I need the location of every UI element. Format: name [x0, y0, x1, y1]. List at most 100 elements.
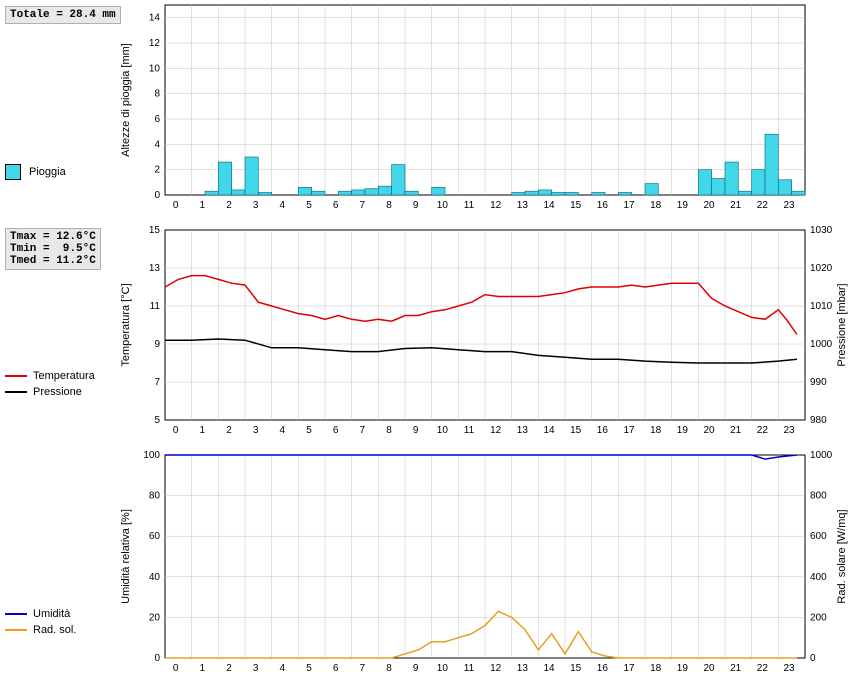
svg-text:15: 15 [570, 200, 582, 211]
svg-text:600: 600 [810, 531, 827, 542]
svg-text:11: 11 [464, 200, 475, 211]
svg-text:12: 12 [490, 425, 502, 436]
svg-text:5: 5 [306, 663, 312, 674]
svg-text:22: 22 [757, 663, 769, 674]
svg-text:13: 13 [517, 425, 529, 436]
svg-text:1000: 1000 [810, 450, 833, 461]
svg-text:20: 20 [703, 200, 715, 211]
svg-text:0: 0 [173, 200, 179, 211]
svg-text:2: 2 [226, 200, 232, 211]
svg-text:2: 2 [154, 165, 160, 176]
svg-text:7: 7 [360, 663, 366, 674]
svg-text:8: 8 [386, 663, 392, 674]
svg-text:22: 22 [757, 425, 769, 436]
chart1-legend: Pioggia [5, 164, 110, 180]
svg-text:1020: 1020 [810, 263, 833, 274]
legend-item: Umidità [5, 608, 110, 620]
svg-text:17: 17 [623, 663, 635, 674]
svg-text:15: 15 [149, 225, 161, 236]
svg-text:Pressione [mbar]: Pressione [mbar] [836, 283, 848, 366]
svg-text:18: 18 [650, 663, 662, 674]
svg-text:4: 4 [280, 425, 286, 436]
svg-text:4: 4 [154, 139, 160, 150]
svg-text:15: 15 [570, 663, 582, 674]
svg-text:1010: 1010 [810, 301, 833, 312]
svg-text:9: 9 [154, 339, 160, 350]
svg-text:0: 0 [154, 653, 160, 664]
svg-text:19: 19 [677, 663, 689, 674]
svg-text:100: 100 [143, 450, 160, 461]
svg-text:5: 5 [154, 415, 160, 426]
legend-item: Temperatura [5, 370, 110, 382]
svg-text:4: 4 [280, 200, 286, 211]
temp-pressure-chart: 0123456789101112131415161718192021222357… [115, 225, 855, 440]
svg-text:0: 0 [154, 190, 160, 201]
svg-text:40: 40 [149, 572, 161, 583]
svg-text:1: 1 [200, 663, 206, 674]
chart1-info-box: Totale = 28.4 mm [5, 6, 121, 24]
svg-text:19: 19 [677, 200, 689, 211]
svg-text:2: 2 [226, 663, 232, 674]
svg-text:7: 7 [360, 200, 366, 211]
svg-text:5: 5 [306, 200, 312, 211]
svg-text:16: 16 [597, 200, 609, 211]
svg-text:12: 12 [149, 38, 161, 49]
svg-text:Rad. solare [W/mq]: Rad. solare [W/mq] [836, 509, 848, 603]
svg-text:0: 0 [810, 653, 816, 664]
svg-text:10: 10 [437, 663, 449, 674]
svg-text:11: 11 [150, 301, 161, 312]
svg-text:10: 10 [149, 63, 161, 74]
svg-text:14: 14 [543, 663, 555, 674]
svg-text:1030: 1030 [810, 225, 833, 236]
rainfall-chart: 0123456789101112131415161718192021222302… [115, 0, 855, 215]
svg-text:17: 17 [623, 425, 635, 436]
svg-text:990: 990 [810, 377, 827, 388]
chart3-legend: Umidità Rad. sol. [5, 608, 110, 636]
svg-text:1000: 1000 [810, 339, 833, 350]
svg-text:9: 9 [413, 663, 419, 674]
svg-text:20: 20 [149, 612, 161, 623]
svg-text:60: 60 [149, 531, 161, 542]
svg-text:11: 11 [464, 663, 475, 674]
svg-text:13: 13 [517, 663, 529, 674]
svg-text:Temperatura [°C]: Temperatura [°C] [120, 283, 132, 366]
svg-text:8: 8 [386, 200, 392, 211]
svg-text:18: 18 [650, 200, 662, 211]
svg-text:980: 980 [810, 415, 827, 426]
svg-text:400: 400 [810, 572, 827, 583]
svg-text:22: 22 [757, 200, 769, 211]
svg-text:9: 9 [413, 425, 419, 436]
svg-text:Umidità relativa [%]: Umidità relativa [%] [120, 509, 132, 604]
svg-text:19: 19 [677, 425, 689, 436]
svg-text:6: 6 [154, 114, 160, 125]
svg-text:7: 7 [154, 377, 160, 388]
svg-text:15: 15 [570, 425, 582, 436]
svg-text:6: 6 [333, 425, 339, 436]
legend-item: Pressione [5, 386, 110, 398]
svg-text:2: 2 [226, 425, 232, 436]
svg-text:200: 200 [810, 612, 827, 623]
svg-text:8: 8 [386, 425, 392, 436]
svg-text:4: 4 [280, 663, 286, 674]
svg-text:3: 3 [253, 425, 259, 436]
svg-text:7: 7 [360, 425, 366, 436]
svg-text:23: 23 [783, 425, 795, 436]
svg-text:5: 5 [306, 425, 312, 436]
svg-text:11: 11 [464, 425, 475, 436]
svg-text:10: 10 [437, 200, 449, 211]
chart2-legend: Temperatura Pressione [5, 370, 110, 398]
svg-text:12: 12 [490, 663, 502, 674]
legend-item: Rad. sol. [5, 624, 110, 636]
svg-text:Altezze di pioggia [mm]: Altezze di pioggia [mm] [120, 43, 132, 157]
svg-text:20: 20 [703, 425, 715, 436]
svg-text:23: 23 [783, 663, 795, 674]
svg-text:20: 20 [703, 663, 715, 674]
chart2-info-box: Tmax = 12.6°C Tmin = 9.5°C Tmed = 11.2°C [5, 228, 101, 270]
svg-text:1: 1 [200, 425, 206, 436]
svg-text:23: 23 [783, 200, 795, 211]
svg-text:80: 80 [149, 491, 161, 502]
svg-text:12: 12 [490, 200, 502, 211]
svg-text:14: 14 [543, 425, 555, 436]
svg-text:3: 3 [253, 663, 259, 674]
svg-text:17: 17 [623, 200, 635, 211]
